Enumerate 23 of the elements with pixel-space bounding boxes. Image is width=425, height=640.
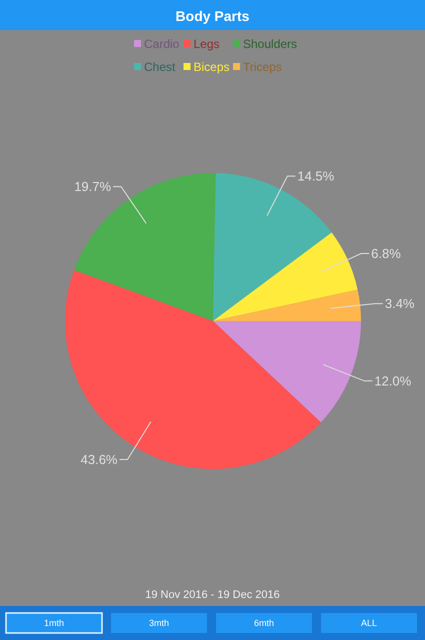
pie-slice bbox=[65, 270, 321, 469]
legend-label: Shoulders bbox=[243, 37, 298, 52]
data-label: 14.5% bbox=[297, 168, 335, 184]
data-label: 3.4% bbox=[384, 296, 415, 312]
pie-slice bbox=[213, 290, 361, 321]
range-button: 1mth bbox=[5, 612, 103, 634]
data-label: 19.7% bbox=[74, 179, 112, 194]
legend-label: Chest bbox=[144, 60, 176, 74]
pie-slice bbox=[213, 232, 358, 321]
range-button: ALL bbox=[321, 613, 417, 633]
legend-label: Legs bbox=[194, 37, 220, 52]
data-label: 12.0% bbox=[374, 373, 412, 388]
pie-slice bbox=[74, 173, 216, 321]
data-label: 43.6% bbox=[80, 452, 118, 468]
pie-slice bbox=[213, 321, 361, 422]
data-label: 6.8% bbox=[371, 246, 402, 262]
legend-label: Biceps bbox=[194, 60, 230, 74]
range-button: 6mth bbox=[216, 613, 312, 633]
text: 19 Nov 2016 - 19 Dec 2016 bbox=[145, 588, 280, 601]
chart-title: Body Parts bbox=[176, 8, 250, 24]
pie-slice bbox=[213, 173, 332, 321]
range-button: 3mth bbox=[111, 613, 207, 633]
legend-label: Triceps bbox=[243, 60, 282, 74]
